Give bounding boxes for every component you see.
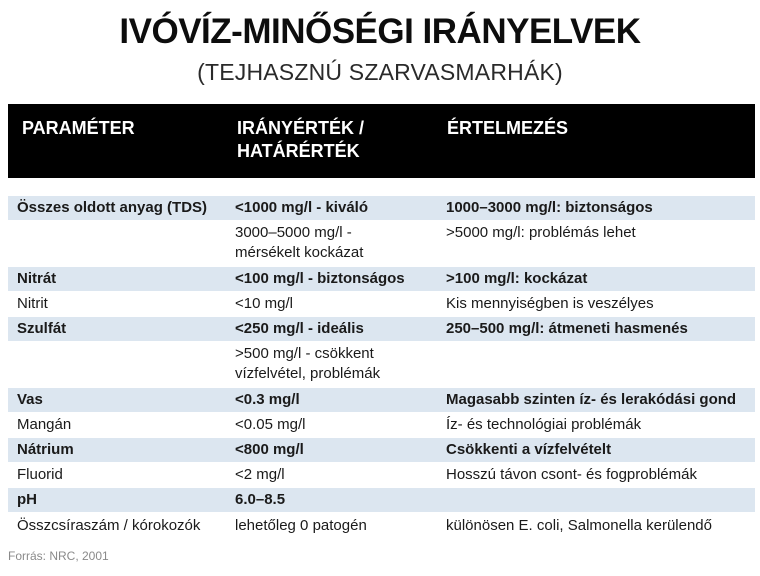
header-interpretation: ÉRTELMEZÉS: [447, 118, 569, 138]
note-cell: Kis mennyiségben is veszélyes: [446, 295, 654, 312]
note-cell: 250–500 mg/l: átmeneti hasmenés: [446, 320, 688, 337]
limit-cell: <100 mg/l - biztonságos: [235, 270, 405, 287]
param-cell: Fluorid: [17, 466, 63, 483]
note-cell: Csökkenti a vízfelvételt: [446, 441, 612, 458]
limit-cell: <800 mg/l: [235, 441, 304, 458]
table-row: pH 6.0–8.5: [8, 488, 755, 512]
note-cell: Íz- és technológiai problémák: [446, 416, 642, 433]
table-row: Nitrát <100 mg/l - biztonságos >100 mg/l…: [8, 267, 755, 291]
note-cell: Hosszú távon csont- és fogproblémák: [446, 466, 697, 483]
table-row: Nátrium <800 mg/l Csökkenti a vízfelvéte…: [8, 438, 755, 462]
note-cell: >100 mg/l: kockázat: [446, 270, 588, 287]
param-cell: Összes oldott anyag (TDS): [17, 199, 208, 216]
table-row: Mangán <0.05 mg/l Íz- és technológiai pr…: [8, 413, 755, 437]
note-cell: >5000 mg/l: problémás lehet: [446, 224, 636, 241]
limit-cell: <2 mg/l: [235, 466, 285, 483]
table-row: 3000–5000 mg/l - mérsékelt kockázat >500…: [8, 221, 755, 265]
table-row: Nitrit <10 mg/l Kis mennyiségben is vesz…: [8, 292, 755, 316]
param-cell: Nitrát: [17, 270, 57, 287]
table-header: PARAMÉTER IRÁNYÉRTÉK / HATÁRÉRTÉK ÉRTELM…: [8, 104, 755, 178]
limit-cell: <250 mg/l - ideális: [235, 320, 364, 337]
table-row: Összes oldott anyag (TDS) <1000 mg/l - k…: [8, 196, 755, 220]
param-cell: Szulfát: [17, 320, 67, 337]
table-row: Összcsíraszám / kórokozók lehetőleg 0 pa…: [8, 514, 755, 538]
limit-cell: <10 mg/l: [235, 295, 293, 312]
header-parameter: PARAMÉTER: [22, 118, 135, 138]
limit-cell: <0.3 mg/l: [235, 391, 300, 408]
header-limit: IRÁNYÉRTÉK / HATÁRÉRTÉK: [237, 118, 365, 161]
page-title: IVÓVÍZ-MINŐSÉGI IRÁNYELVEK: [119, 12, 641, 51]
param-cell: Összcsíraszám / kórokozók: [17, 517, 201, 534]
param-cell: Nitrit: [17, 295, 48, 312]
source-note: Forrás: NRC, 2001: [8, 549, 109, 563]
note-cell: Magasabb szinten íz- és lerakódási gond: [446, 391, 737, 408]
param-cell: Mangán: [17, 416, 72, 433]
table-row: Fluorid <2 mg/l Hosszú távon csont- és f…: [8, 463, 755, 487]
param-cell: Nátrium: [17, 441, 74, 458]
limit-cell: <1000 mg/l - kiváló: [235, 199, 368, 216]
limit-cell: 6.0–8.5: [235, 491, 286, 508]
limit-cell: lehetőleg 0 patogén: [235, 517, 367, 534]
table-row: >500 mg/l - csökkent vízfelvétel, problé…: [8, 342, 755, 386]
param-cell: pH: [17, 491, 37, 508]
table-row: Szulfát <250 mg/l - ideális 250–500 mg/l…: [8, 317, 755, 341]
limit-cell: <0.05 mg/l: [235, 416, 306, 433]
param-cell: Vas: [17, 391, 43, 408]
limit-cell: 3000–5000 mg/l - mérsékelt kockázat: [235, 224, 364, 261]
note-cell: 1000–3000 mg/l: biztonságos: [446, 199, 653, 216]
table-row: Vas <0.3 mg/l Magasabb szinten íz- és le…: [8, 388, 755, 412]
note-cell: különösen E. coli, Salmonella kerülendő: [446, 517, 712, 534]
page-subtitle: (TEJHASZNÚ SZARVASMARHÁK): [197, 59, 563, 85]
limit-cell: >500 mg/l - csökkent vízfelvétel, problé…: [235, 345, 381, 382]
